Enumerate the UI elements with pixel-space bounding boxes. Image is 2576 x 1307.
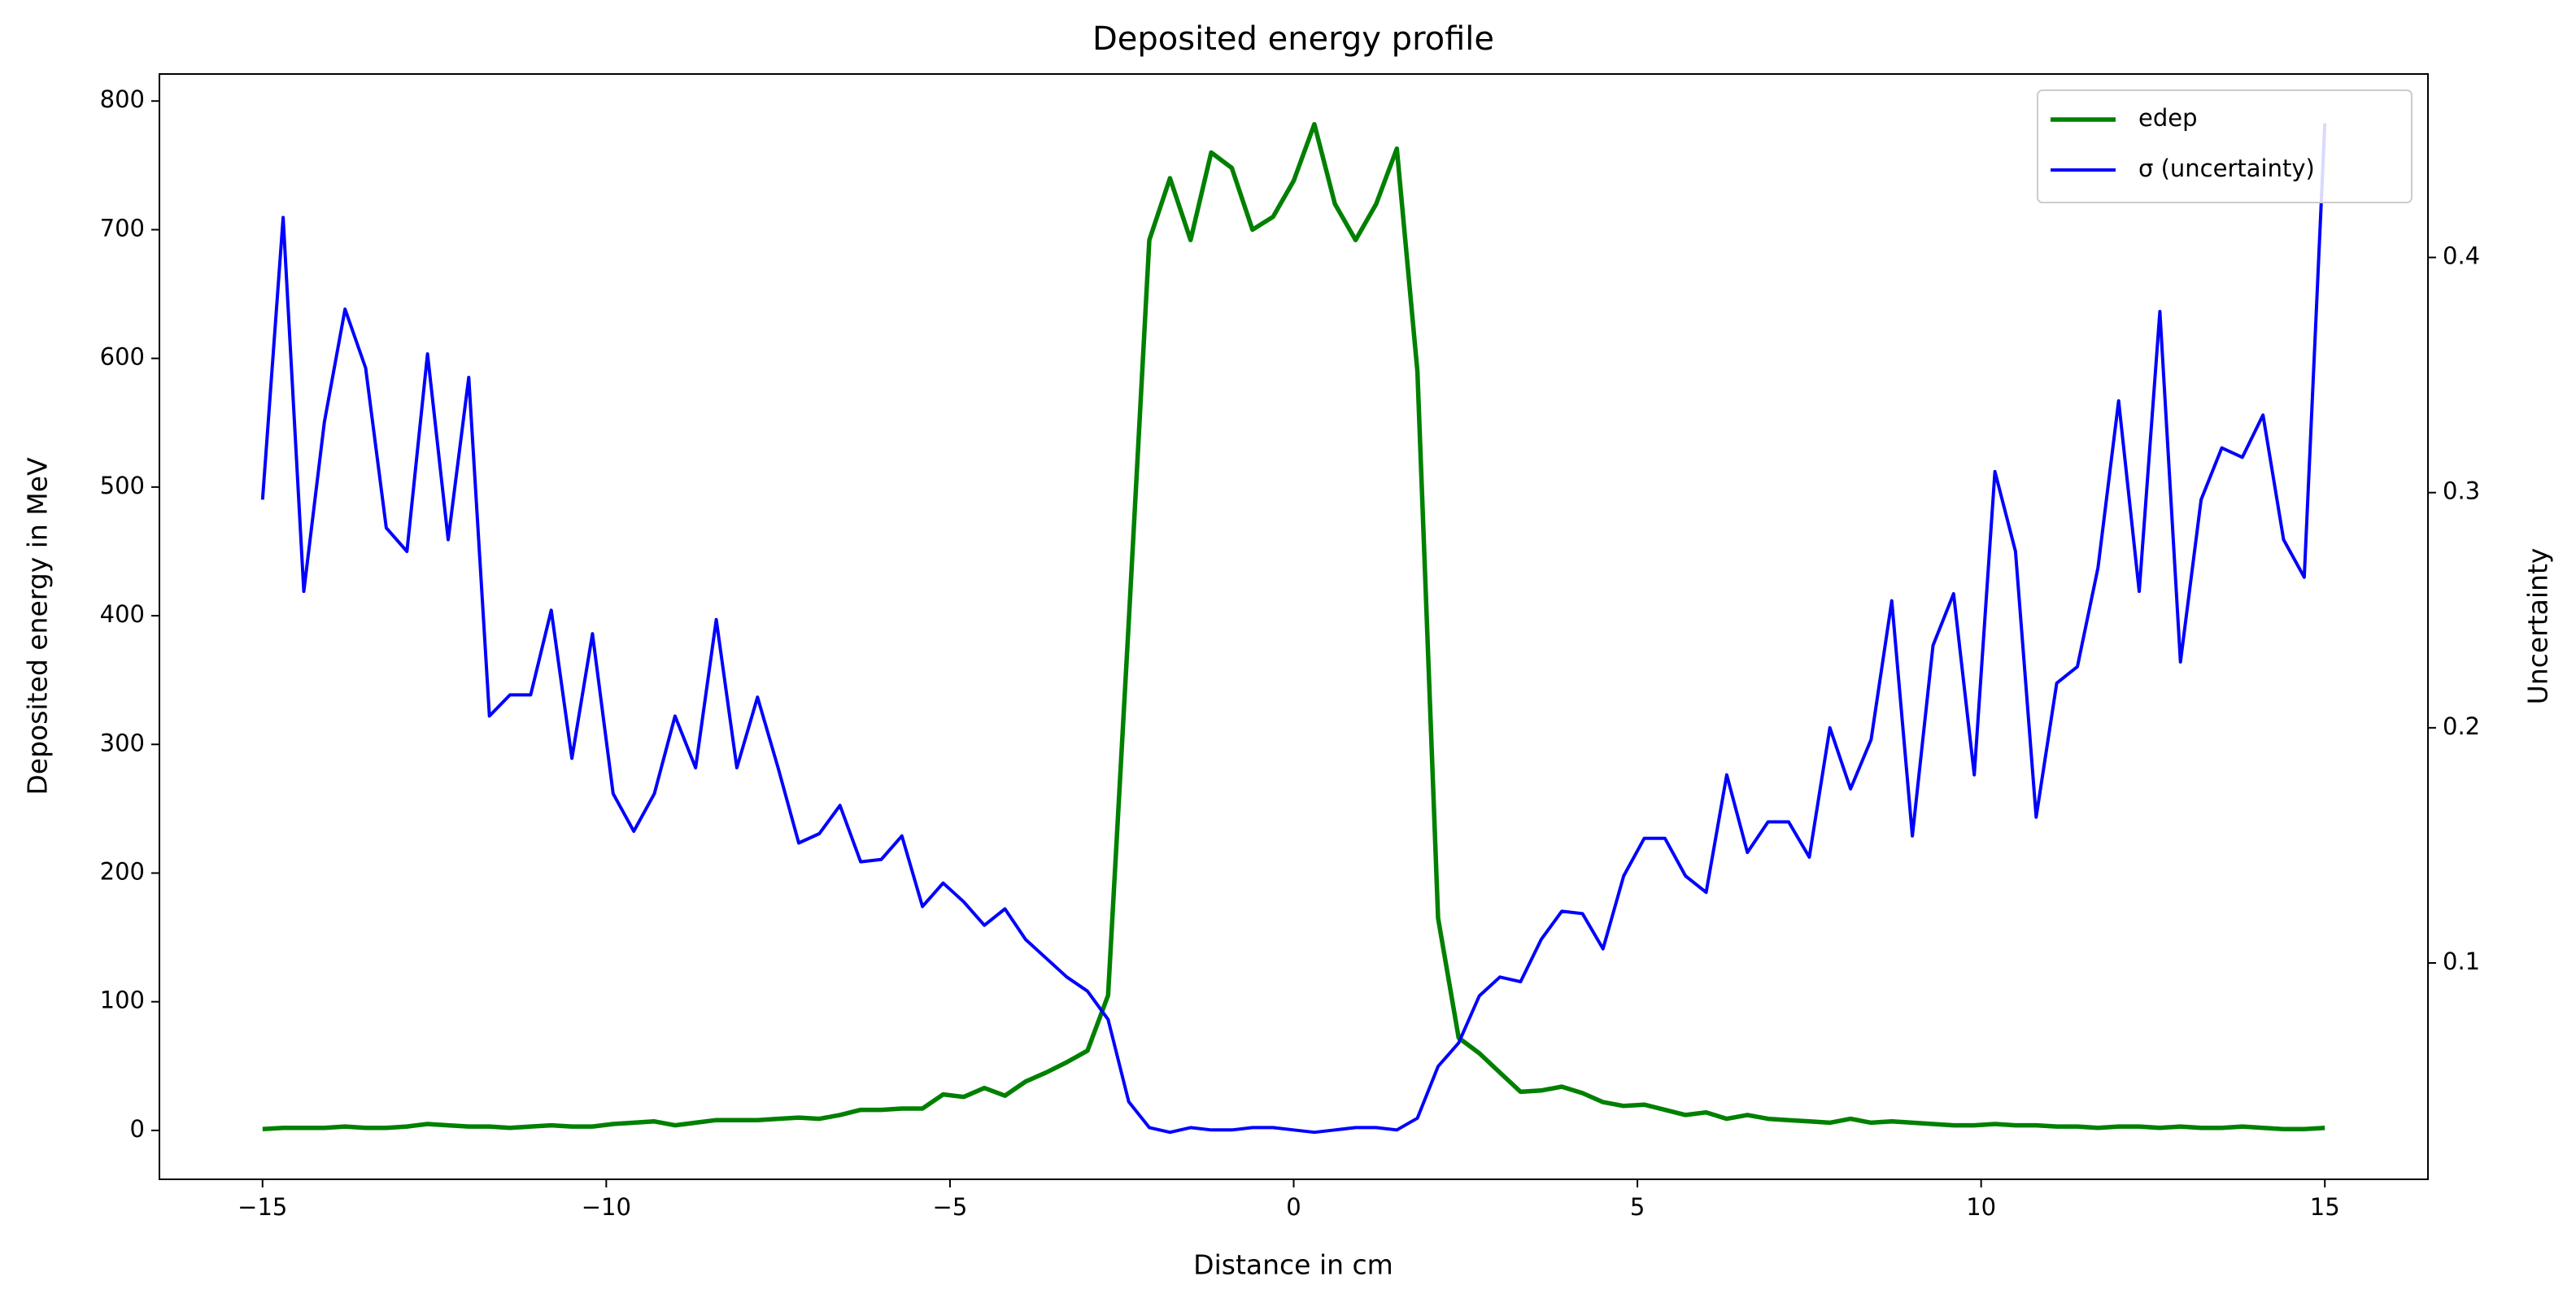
series-line	[262, 121, 2325, 1132]
y2-tick-label: 0.2	[2443, 712, 2480, 740]
y2-tick-label: 0.3	[2443, 477, 2480, 505]
x-tick-label: 15	[2310, 1193, 2340, 1221]
legend-label: edep	[2138, 104, 2198, 132]
y-tick-label: 400	[100, 600, 145, 628]
x-axis-label: Distance in cm	[1193, 1249, 1393, 1281]
y-tick-label: 200	[100, 857, 145, 885]
x-tick-label: −5	[933, 1193, 968, 1221]
series-line	[260, 123, 2327, 1135]
y-axis-label: Deposited energy in MeV	[22, 457, 54, 795]
y-tick-label: 800	[100, 85, 145, 113]
x-tick-label: −10	[582, 1193, 631, 1221]
legend-label: σ (uncertainty)	[2138, 155, 2315, 182]
y-tick-label: 300	[100, 729, 145, 756]
y2-tick-label: 0.1	[2443, 948, 2480, 975]
x-tick-label: 10	[1966, 1193, 1996, 1221]
y-tick-label: 700	[100, 214, 145, 242]
y-tick-label: 600	[100, 343, 145, 371]
plot-frame	[159, 73, 2429, 1180]
legend-box	[2037, 89, 2413, 203]
y-tick-label: 0	[130, 1115, 145, 1143]
x-tick-label: 5	[1630, 1193, 1645, 1221]
y2-tick-label: 0.4	[2443, 242, 2480, 270]
y-tick-label: 500	[100, 472, 145, 499]
x-tick-label: 0	[1286, 1193, 1301, 1221]
y2-axis-label: Uncertainty	[2522, 548, 2554, 705]
chart-title: Deposited energy profile	[1092, 20, 1494, 58]
y-tick-label: 100	[100, 987, 145, 1014]
x-tick-label: −15	[238, 1193, 287, 1221]
